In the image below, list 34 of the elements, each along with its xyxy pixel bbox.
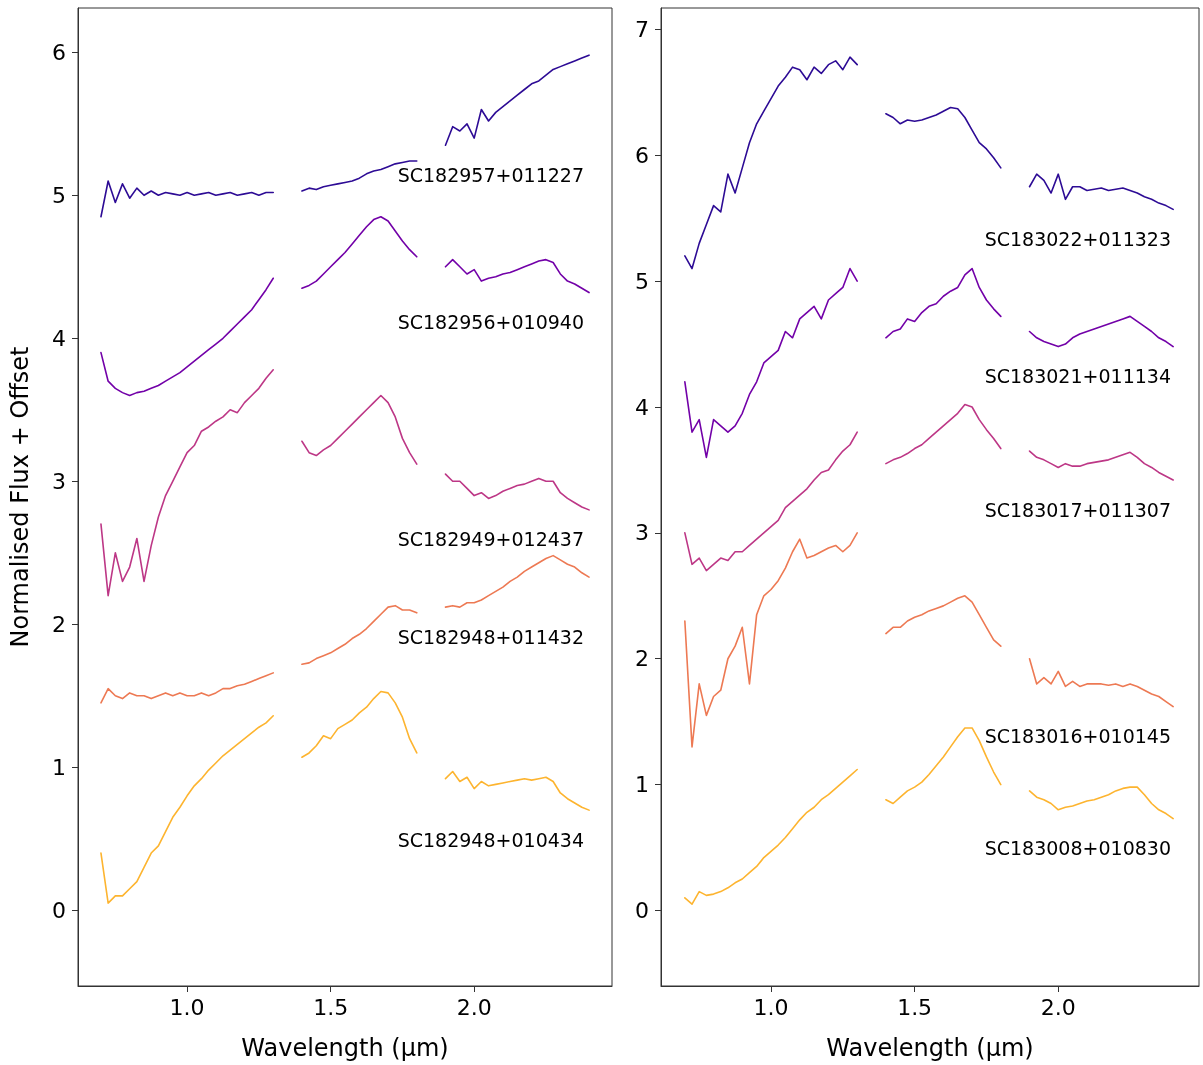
x-axis-title: Wavelength (μm) [241, 1034, 449, 1062]
y-tick-label: 5 [635, 268, 649, 294]
series-label: SC183016+010145 [984, 725, 1171, 748]
series-label: SC182949+012437 [397, 528, 584, 551]
y-tick-label: 4 [635, 394, 649, 420]
x-tick-label: 1.5 [313, 994, 349, 1020]
series-label: SC182956+010940 [397, 311, 584, 334]
y-tick-label: 1 [52, 754, 66, 780]
y-tick-label: 1 [635, 772, 649, 798]
y-tick-label: 4 [52, 325, 66, 351]
y-tick-label: 2 [635, 646, 649, 672]
x-tick-label: 1.5 [897, 994, 933, 1020]
series-label: SC183017+011307 [984, 498, 1171, 521]
series-label: SC183008+010830 [984, 837, 1171, 860]
y-tick-label: 3 [635, 520, 649, 546]
y-tick-label: 2 [52, 611, 66, 637]
y-tick-label: 7 [635, 16, 649, 42]
series-label: SC182948+011432 [397, 625, 584, 648]
y-tick-label: 0 [52, 897, 66, 923]
x-tick-label: 2.0 [1040, 994, 1076, 1020]
x-tick-label: 1.0 [169, 994, 205, 1020]
y-tick-label: 6 [635, 142, 649, 168]
y-tick-label: 3 [52, 468, 66, 494]
y-tick-label: 5 [52, 182, 66, 208]
y-tick-label: 6 [52, 39, 66, 65]
x-tick-label: 2.0 [456, 994, 492, 1020]
series-label: SC183021+011134 [984, 365, 1171, 388]
series-label: SC182957+011227 [397, 163, 584, 186]
series-label: SC182948+010434 [397, 828, 584, 851]
series-label: SC183022+011323 [984, 227, 1171, 250]
x-axis-title: Wavelength (μm) [826, 1034, 1034, 1062]
x-tick-label: 1.0 [753, 994, 789, 1020]
y-tick-label: 0 [635, 897, 649, 923]
y-axis-title: Normalised Flux + Offset [6, 346, 34, 648]
